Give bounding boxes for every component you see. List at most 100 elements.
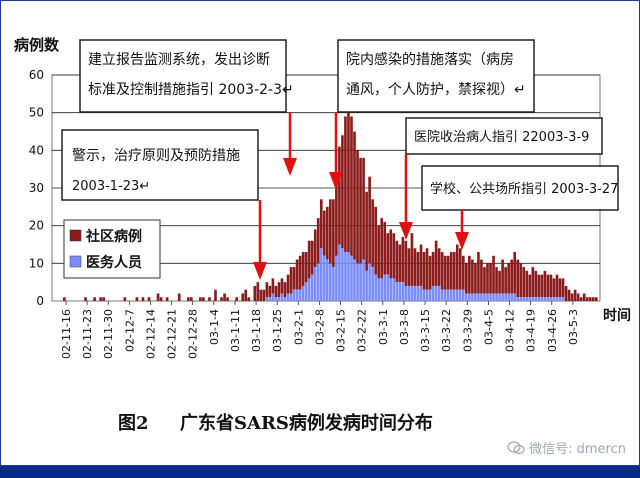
bar-medical — [477, 293, 480, 301]
bar-community — [377, 225, 380, 279]
bar-medical — [498, 293, 501, 301]
bar-community — [525, 270, 529, 298]
bar-community — [437, 248, 441, 286]
annotation-report-system: 建立报告监测系统，发出诊断 标准及控制措施指引 2003-2-3↵ — [79, 39, 294, 113]
x-tick-label: 03-2-1 — [292, 309, 305, 345]
bar-community — [588, 297, 592, 301]
x-axis: 02-11-16 02-11-23 02-11-30 02-12-7 02-12-14 0… — [60, 301, 580, 359]
bar-medical — [289, 293, 293, 301]
figure-number: 图2 — [118, 413, 149, 434]
bar-community — [259, 289, 263, 301]
x-tick-label: 03-4-26 — [546, 309, 559, 352]
y-tick-label: 40 — [29, 143, 44, 157]
bar-community — [341, 135, 344, 249]
bar-community — [561, 278, 565, 298]
x-tick-label: 03-3-15 — [419, 309, 432, 352]
bar-medical — [404, 285, 408, 301]
bar-medical — [537, 297, 541, 301]
bar-community — [274, 285, 278, 298]
y-tick-label: 60 — [29, 68, 44, 82]
y-tick-label: 0 — [36, 294, 44, 308]
bar-medical — [440, 289, 444, 301]
bar-community — [468, 255, 471, 294]
bar-community — [455, 244, 459, 290]
bar-medical — [528, 297, 532, 301]
bar-community — [322, 210, 326, 256]
figure-caption: 广东省SARS病例发病时间分布 — [180, 413, 433, 434]
bar-medical — [504, 293, 507, 301]
bar-community — [458, 248, 462, 290]
bar-medical — [341, 248, 344, 301]
x-tick-label: 03-1-4 — [208, 309, 221, 345]
bar-community — [443, 255, 447, 290]
annotation-text: 建立报告监测系统，发出诊断 — [88, 52, 270, 68]
x-tick-label: 03-3-8 — [398, 309, 411, 345]
bar-medical — [292, 289, 296, 301]
bar-community — [543, 270, 547, 298]
x-tick-label: 03-1-11 — [229, 309, 242, 352]
bar-community — [359, 157, 362, 264]
bar-community — [235, 297, 238, 301]
bar-community — [504, 267, 507, 294]
bar-community — [310, 240, 314, 275]
bar-medical — [335, 255, 338, 301]
annotation-hospital-infection: 院内感染的措施落实（病房 通风，个人防护，禁探视）↵ — [337, 39, 535, 113]
bar-medical — [392, 278, 396, 301]
bar-community — [244, 289, 248, 301]
y-tick-label: 20 — [29, 219, 44, 233]
bar-community — [516, 259, 520, 298]
bar-medical — [431, 285, 435, 301]
bar-medical — [362, 259, 365, 301]
bar-community — [585, 297, 589, 301]
bar-community — [401, 236, 405, 283]
bar-community — [226, 297, 229, 301]
bar-medical — [410, 285, 414, 301]
bar-community — [477, 252, 480, 294]
bar-community — [365, 191, 368, 271]
bar-community — [407, 248, 411, 286]
bar-medical — [277, 297, 281, 301]
bar-community — [271, 278, 275, 294]
bar-medical — [458, 289, 462, 301]
bar-medical — [383, 274, 387, 301]
bar-medical — [507, 293, 510, 301]
bar-medical — [495, 293, 498, 301]
bar-community — [335, 172, 338, 256]
bar-medical — [443, 289, 447, 301]
x-tick-label: 02-12-28 — [187, 309, 200, 359]
bar-medical — [480, 293, 483, 301]
bar-medical — [546, 297, 550, 301]
y-axis-title: 病例数 — [14, 36, 60, 54]
bar-medical — [377, 278, 380, 301]
bar-community — [186, 297, 190, 301]
bar-community — [247, 297, 251, 301]
bar-community — [268, 285, 272, 298]
bar-community — [202, 297, 205, 301]
bar-community — [419, 244, 423, 286]
bar-community — [177, 293, 181, 301]
bar-community — [208, 297, 211, 301]
bar-community — [316, 218, 320, 264]
bar-community — [510, 259, 513, 294]
bar-medical — [552, 297, 556, 301]
bar-community — [123, 297, 127, 301]
bar-community — [395, 240, 399, 283]
bar-medical — [407, 285, 411, 301]
annotation-text: 院内感染的措施落实（病房 — [346, 51, 514, 68]
bar-medical — [313, 267, 317, 301]
bar-medical — [510, 293, 513, 301]
legend-swatch-medical — [69, 255, 82, 268]
bar-community — [471, 259, 474, 294]
bar-community — [531, 267, 535, 298]
bar-community — [253, 285, 257, 301]
bar-community — [190, 297, 193, 301]
bar-community — [552, 278, 556, 298]
annotation-box — [79, 39, 287, 113]
bar-community — [102, 297, 105, 301]
bar-medical — [347, 252, 350, 301]
bar-community — [422, 252, 426, 290]
bar-community — [386, 233, 390, 275]
bar-medical — [483, 293, 486, 301]
x-tick-label: 03-4-12 — [504, 309, 517, 352]
bar-community — [558, 278, 562, 298]
